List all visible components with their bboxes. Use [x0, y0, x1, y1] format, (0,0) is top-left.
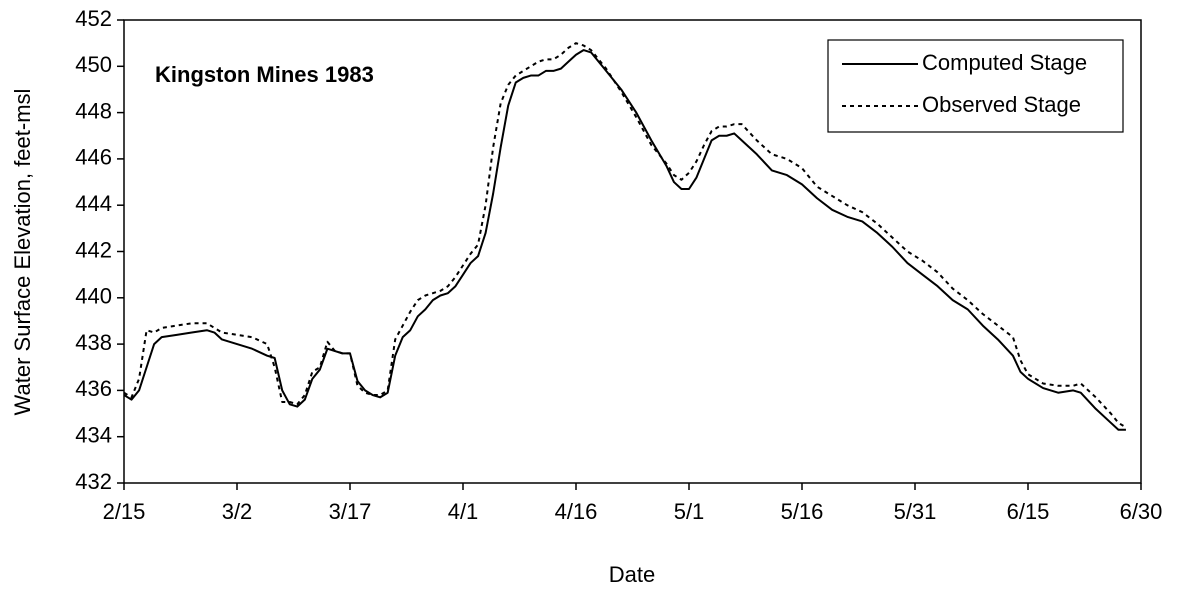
y-tick-label: 438 [75, 330, 112, 355]
series-line [123, 49, 1126, 431]
x-tick-label: 4/16 [555, 499, 598, 524]
x-tick-label: 5/31 [894, 499, 937, 524]
y-axis-title: Water Surface Elevation, feet-msl [10, 89, 35, 416]
x-tick-label: 5/1 [674, 499, 705, 524]
x-tick-label: 2/15 [103, 499, 146, 524]
y-tick-label: 434 [75, 423, 112, 448]
x-axis-title: Date [609, 562, 655, 587]
x-tick-label: 4/1 [448, 499, 479, 524]
x-tick-label: 6/30 [1120, 499, 1163, 524]
y-tick-label: 452 [75, 6, 112, 31]
y-tick-label: 442 [75, 237, 112, 262]
legend-label: Computed Stage [922, 50, 1087, 75]
x-tick-label: 3/2 [222, 499, 253, 524]
y-tick-label: 436 [75, 376, 112, 401]
legend-box [827, 39, 1124, 133]
x-tick-label: 3/17 [329, 499, 372, 524]
legend-label: Observed Stage [922, 92, 1081, 117]
y-tick-label: 440 [75, 284, 112, 309]
y-tick-label: 446 [75, 145, 112, 170]
annotation: Kingston Mines 1983 [155, 62, 374, 87]
y-tick-label: 444 [75, 191, 112, 216]
x-tick-label: 6/15 [1007, 499, 1050, 524]
y-tick-label: 450 [75, 52, 112, 77]
x-tick-label: 5/16 [781, 499, 824, 524]
y-tick-label: 432 [75, 469, 112, 494]
y-tick-label: 448 [75, 98, 112, 123]
